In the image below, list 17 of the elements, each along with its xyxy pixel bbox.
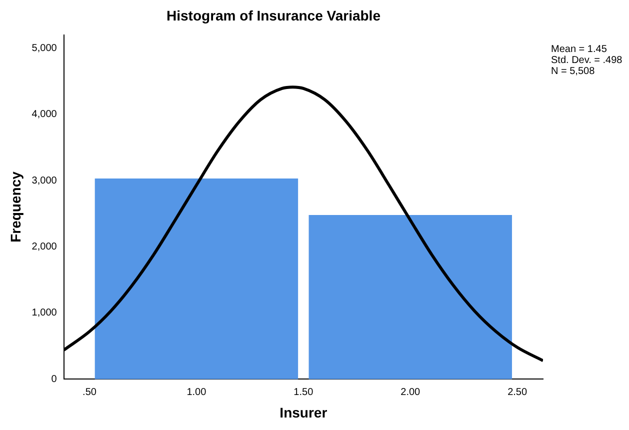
y-tick-label: 3,000	[32, 175, 58, 186]
x-tick-label: .50	[82, 386, 97, 398]
y-tick-label: 0	[51, 374, 58, 385]
y-tick-label: 5,000	[32, 42, 58, 54]
text: N = 5,508	[551, 66, 596, 77]
x-tick-label: 2.00	[400, 386, 421, 398]
y-tick-label: 1,000	[32, 308, 58, 319]
x-axis-title: Insurer	[280, 404, 328, 420]
text: Mean = 1.45	[551, 44, 608, 55]
y-axis-title: Frequency	[7, 171, 24, 242]
x-tick-label: 1.00	[186, 386, 207, 398]
text: Std. Dev. = .498	[551, 54, 623, 66]
x-tick-label: 2.50	[508, 386, 528, 398]
y-tick-label: 2,000	[32, 241, 58, 252]
y-tick-label: 4,000	[32, 109, 58, 120]
chart-title: Histogram of Insurance Variable	[166, 7, 381, 24]
x-tick-label: 1.50	[294, 386, 314, 398]
